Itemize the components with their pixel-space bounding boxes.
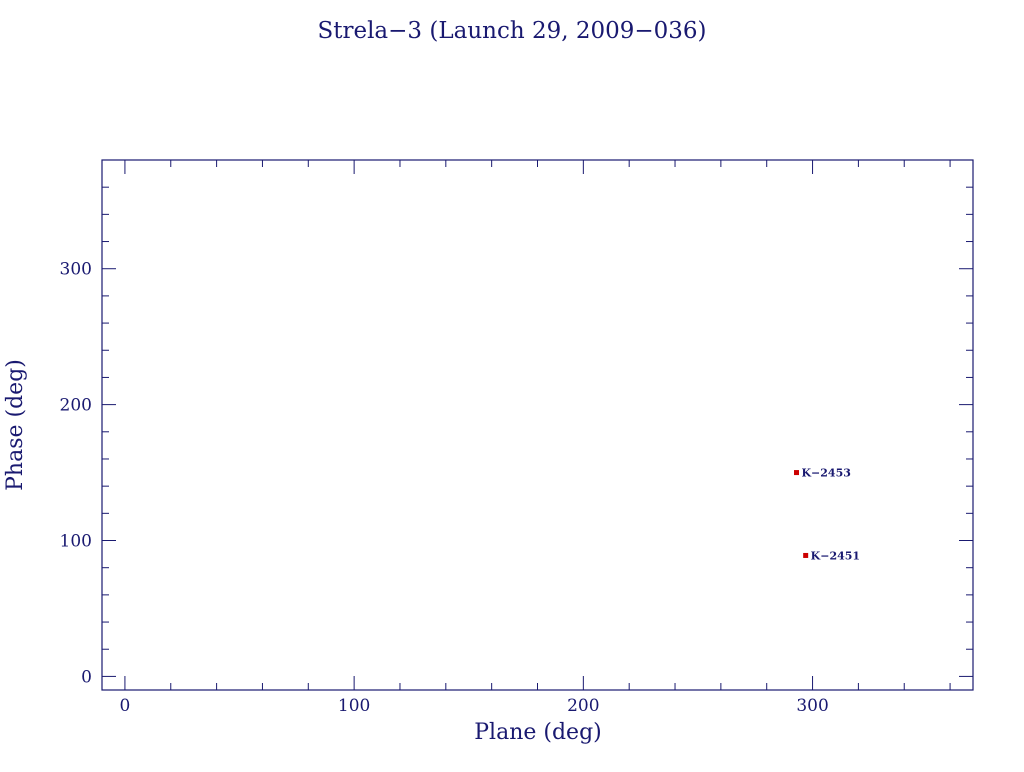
data-point — [803, 552, 809, 558]
plot-frame — [101, 159, 974, 691]
y-axis-label: Phase (deg) — [3, 359, 28, 491]
ticks — [102, 159, 973, 690]
tick-labels: 0 100 200 300 0 100 200 300 — [60, 260, 829, 716]
x-tick-label: 300 — [796, 696, 828, 716]
x-axis-label: Plane (deg) — [474, 720, 602, 745]
data-points: K−2453 K−2451 — [794, 467, 860, 562]
data-point — [794, 470, 800, 476]
data-point-label: K−2451 — [811, 549, 860, 562]
x-tick-label: 200 — [567, 696, 599, 716]
data-point-label: K−2453 — [802, 467, 851, 480]
axes — [101, 159, 974, 691]
x-tick-label: 0 — [120, 696, 131, 716]
x-tick-label: 100 — [338, 696, 370, 716]
y-tick-label: 300 — [60, 260, 92, 280]
chart-title: Strela−3 (Launch 29, 2009−036) — [317, 18, 706, 44]
y-tick-label: 0 — [81, 667, 92, 687]
y-tick-label: 200 — [60, 396, 92, 416]
y-tick-label: 100 — [60, 532, 92, 552]
